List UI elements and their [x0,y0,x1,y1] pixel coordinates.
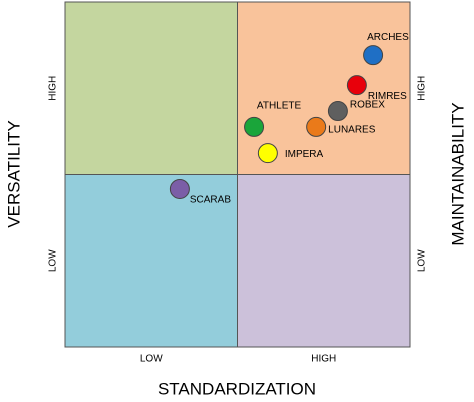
y-tick-label: LOW [48,249,59,272]
y2-axis-title: MAINTAINABILITY [448,102,467,245]
quadrant [237,174,410,347]
y-axis-title: VERSATILITY [4,120,23,227]
point-label: RIMRES [368,91,407,102]
point [346,75,367,96]
point [327,101,348,122]
y-tick-label: HIGH [48,76,59,101]
point [244,116,265,137]
point-label: ARCHES [367,32,409,43]
y2-tick-label: LOW [417,249,428,272]
point [306,116,327,137]
x-tick-label: LOW [140,354,163,365]
x-tick-label: HIGH [311,354,336,365]
plot-border [64,1,411,348]
point [363,45,384,66]
point-label: IMPERA [285,149,324,160]
quadrant [65,174,238,347]
quadrant [65,2,238,175]
point-label: SCARAB [190,195,231,206]
point [257,143,278,164]
point [169,178,190,199]
point-label: ATHLETE [257,101,302,112]
point-label: ROBEX [350,100,385,111]
x-axis-title: STANDARDIZATION [158,379,316,398]
point-label: LUNARES [328,125,376,136]
y2-tick-label: HIGH [417,76,428,101]
